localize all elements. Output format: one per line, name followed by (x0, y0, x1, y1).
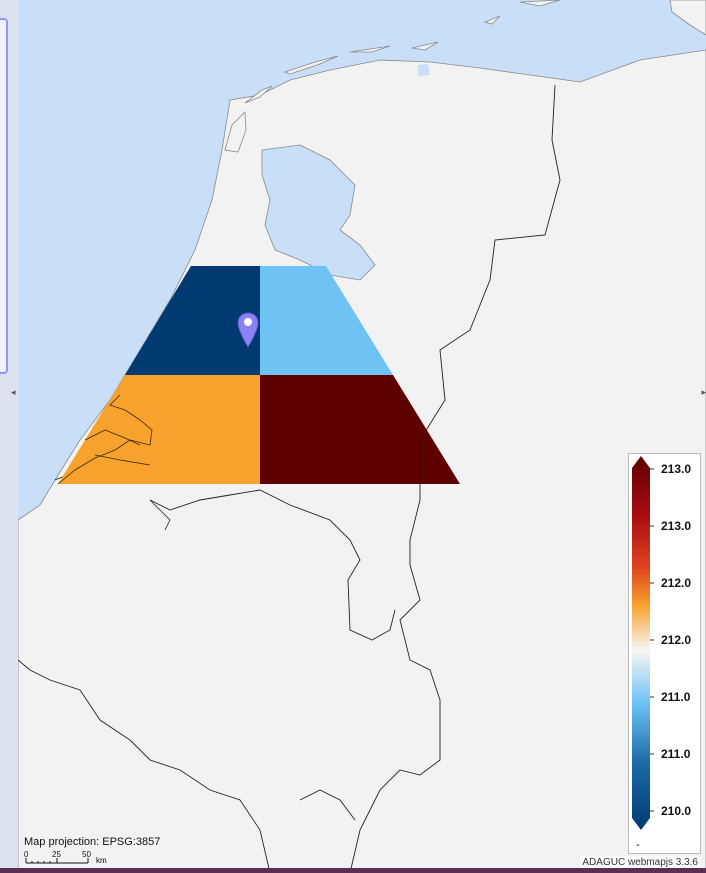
legend-label-3: 212.0 (661, 576, 692, 590)
river-scheldt (149, 499, 171, 531)
island-terschelling (283, 55, 339, 75)
country-border-nl-be (149, 489, 396, 641)
legend-label-5: 211.0 (661, 690, 691, 704)
map-attribution: ADAGUC webmapjs 3.3.6 (580, 856, 700, 869)
scale-tick-50: 50 (82, 850, 91, 859)
legend-label-1: 213.0 (661, 462, 692, 476)
ijsselmeer (261, 144, 376, 281)
data-cell-top-left (125, 266, 260, 375)
scale-bar: 0 25 50 km (24, 851, 124, 865)
scale-tick-25: 25 (52, 850, 61, 859)
legend-nodata-label: - (636, 839, 640, 851)
location-pin-icon[interactable] (237, 312, 259, 348)
bottom-bar (0, 868, 706, 873)
scale-tick-0: 0 (24, 850, 29, 859)
island-north (519, 0, 561, 7)
country-border-lux (299, 789, 356, 821)
coastline-overlay (57, 394, 153, 485)
data-cell-top-right (260, 266, 393, 375)
legend-label-2: 213.0 (661, 519, 692, 533)
legend-label-4: 212.0 (661, 633, 692, 647)
country-border-be-fr (18, 659, 271, 873)
left-side-panel: ◂ (0, 0, 18, 873)
data-cell-bottom-left (58, 375, 260, 484)
map-canvas[interactable] (18, 0, 706, 873)
scale-ruler (25, 858, 89, 864)
island-vlieland (244, 85, 273, 104)
legend-colorbar (632, 456, 654, 830)
inland-lake (418, 64, 430, 76)
collapse-right-arrow-icon[interactable]: ▸ (701, 387, 706, 397)
island-texel (224, 111, 247, 153)
collapse-left-arrow-icon[interactable]: ◂ (11, 387, 16, 397)
island-schiermonnikoog (411, 41, 439, 51)
legend-gradient (632, 456, 650, 830)
country-border-nl-de (349, 84, 561, 873)
map-toolbar[interactable] (0, 18, 8, 374)
legend-label-6: 211.0 (661, 747, 691, 761)
color-legend: 213.0 213.0 212.0 212.0 211.0 211.0 210.… (628, 453, 701, 854)
legend-label-7: 210.0 (661, 804, 692, 818)
map-projection-label: Map projection: EPSG:3857 (24, 836, 161, 848)
island-ameland (349, 45, 391, 53)
island-corner (669, 0, 706, 36)
island-east (483, 15, 501, 25)
map-viewport[interactable] (18, 0, 706, 873)
data-cell-bottom-right (260, 375, 460, 484)
scale-unit: km (96, 856, 107, 865)
